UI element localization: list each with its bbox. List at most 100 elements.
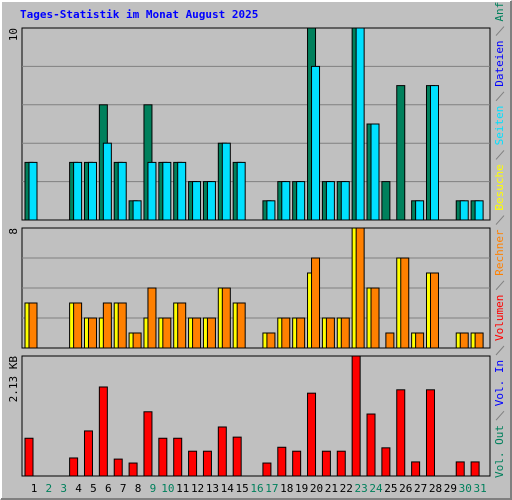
bar [73, 302, 83, 349]
bar [281, 317, 291, 349]
bar [425, 389, 435, 477]
bar [24, 437, 34, 477]
bar [381, 181, 391, 221]
bar [132, 200, 142, 221]
legend-separator [495, 26, 505, 36]
x-tick-label: 11 [176, 482, 189, 495]
legend-label: Vol. In [493, 360, 506, 406]
bar [415, 200, 425, 221]
bar [173, 437, 183, 477]
bar [277, 446, 287, 477]
bar [396, 85, 406, 221]
x-tick-label: 16 [250, 482, 263, 495]
bar [217, 426, 227, 477]
x-tick-label: 22 [340, 482, 353, 495]
x-tick-label: 21 [325, 482, 338, 495]
bar [192, 181, 202, 221]
x-tick-label: 20 [310, 482, 323, 495]
x-tick-label: 29 [444, 482, 457, 495]
bar [366, 413, 376, 477]
bar [325, 317, 335, 349]
bar [355, 27, 365, 221]
bar [117, 161, 127, 221]
bar [325, 181, 335, 221]
legend-label: Besuche [493, 164, 506, 210]
bar [162, 161, 172, 221]
y-tick-label: 2.13 KB [7, 356, 20, 403]
bar [459, 332, 469, 349]
bar [262, 462, 272, 477]
bar [117, 302, 127, 349]
bar [411, 461, 421, 477]
x-tick-label: 19 [295, 482, 308, 495]
x-tick-label: 7 [120, 482, 127, 495]
legend-separator [495, 280, 505, 291]
x-tick-label: 5 [90, 482, 97, 495]
bar [128, 462, 138, 477]
legend-separator [495, 150, 505, 160]
y-tick-label: 10 [7, 28, 20, 41]
bar [221, 287, 231, 349]
bar [370, 123, 380, 221]
x-tick-label: 26 [399, 482, 412, 495]
bar [292, 450, 302, 477]
legend-label: Dateien [493, 40, 506, 86]
bar [28, 161, 38, 221]
x-tick-label: 9 [150, 482, 157, 495]
x-tick-label: 3 [60, 482, 67, 495]
legend-separator [495, 345, 505, 356]
bar [385, 332, 395, 349]
bar [340, 317, 350, 349]
x-tick-label: 2 [46, 482, 53, 495]
x-tick-label: 17 [265, 482, 278, 495]
bar [307, 392, 317, 477]
chart-title: Tages-Statistik im Monat August 2025 [20, 8, 258, 21]
x-tick-label: 25 [384, 482, 397, 495]
bar [147, 287, 157, 349]
x-tick-label: 18 [280, 482, 293, 495]
legend-label: Vol. Out [493, 425, 506, 478]
bar [474, 200, 484, 221]
bar [355, 227, 365, 349]
bar [336, 450, 346, 477]
x-tick-label: 31 [473, 482, 486, 495]
bar [400, 257, 410, 349]
bar [69, 457, 79, 477]
x-tick-label: 24 [369, 482, 383, 495]
bar [474, 332, 484, 349]
legend-separator [495, 91, 505, 102]
bar [266, 200, 276, 221]
bar [396, 389, 406, 477]
bar [143, 411, 153, 477]
legend-label: Seiten [493, 106, 506, 146]
bar [102, 302, 112, 349]
bar [98, 386, 108, 477]
bar [266, 332, 276, 349]
bar [87, 317, 97, 349]
x-tick-label: 8 [135, 482, 142, 495]
bar [296, 317, 306, 349]
bar [206, 317, 216, 349]
bar [83, 430, 93, 477]
legend-separator [495, 215, 505, 225]
bar [370, 287, 380, 349]
bar [429, 272, 439, 349]
bar [206, 181, 216, 221]
bar [158, 437, 168, 477]
x-tick-label: 6 [105, 482, 112, 495]
bar [87, 161, 97, 221]
bar [311, 257, 321, 349]
bar [455, 461, 465, 477]
y-tick-label: 8 [7, 228, 20, 235]
bar [188, 450, 198, 477]
bar [177, 302, 187, 349]
x-tick-label: 4 [75, 482, 82, 495]
bar [202, 450, 212, 477]
bar [415, 332, 425, 349]
bar [147, 161, 157, 221]
x-tick-label: 23 [355, 482, 368, 495]
